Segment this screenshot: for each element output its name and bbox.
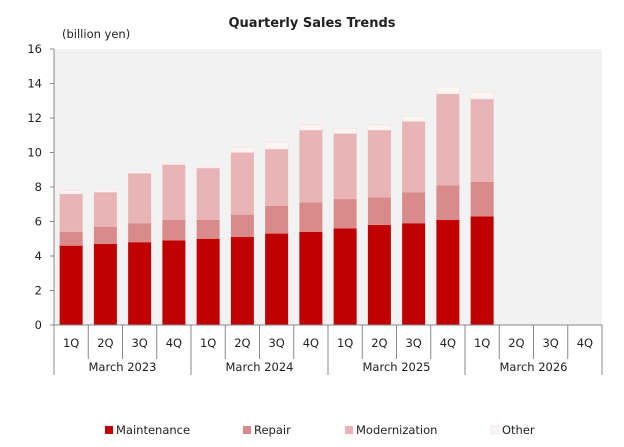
legend-label-maintenance: Maintenance [116, 423, 190, 437]
bar-modernization-9 [333, 133, 357, 200]
bar-repair-12 [436, 185, 460, 220]
bar-other-13 [470, 91, 494, 100]
y-tick-label: 2 [35, 284, 42, 298]
legend-label-modernization: Modernization [356, 423, 437, 437]
bar-maintenance-6 [230, 237, 254, 325]
legend-swatch-repair [243, 426, 251, 434]
bar-other-11 [401, 116, 426, 122]
bar-modernization-1 [59, 193, 83, 232]
x-tick-label: 3Q [131, 336, 147, 350]
bar-repair-8 [299, 202, 323, 232]
bar-modernization-10 [367, 130, 391, 198]
bar-modernization-3 [128, 173, 152, 224]
x-group-label: March 2025 [363, 360, 431, 374]
x-group-label: March 2023 [89, 360, 157, 374]
x-tick-label: 1Q [337, 336, 353, 350]
bar-modernization-12 [436, 93, 460, 186]
y-tick-label: 0 [35, 318, 42, 332]
bar-modernization-6 [230, 152, 254, 215]
x-tick-label: 1Q [63, 336, 79, 350]
bar-other-1 [59, 190, 83, 195]
bar-repair-4 [162, 219, 186, 241]
bar-other-9 [333, 128, 357, 134]
x-tick-label: 4Q [577, 336, 593, 350]
bar-other-12 [436, 86, 460, 95]
y-axis-unit-label: (billion yen) [62, 27, 130, 41]
x-group-label: March 2024 [226, 360, 294, 374]
x-tick-label: 2Q [234, 336, 250, 350]
y-tick-label: 12 [27, 111, 42, 125]
bar-repair-10 [367, 197, 391, 225]
bar-modernization-13 [470, 99, 494, 182]
bar-repair-1 [59, 231, 83, 246]
bar-maintenance-5 [196, 238, 220, 325]
bar-other-2 [93, 189, 118, 193]
legend-label-repair: Repair [254, 423, 291, 437]
bar-other-8 [299, 124, 323, 131]
x-tick-label: 3Q [542, 336, 558, 350]
bar-repair-5 [196, 219, 220, 239]
bar-other-7 [264, 141, 289, 150]
bar-other-3 [127, 170, 152, 174]
x-tick-label: 3Q [268, 336, 284, 350]
bar-repair-2 [93, 226, 117, 244]
bar-other-5 [196, 166, 220, 169]
bar-repair-9 [333, 199, 357, 229]
x-tick-label: 3Q [405, 336, 421, 350]
bar-other-6 [230, 147, 255, 153]
x-tick-label: 2Q [508, 336, 524, 350]
bar-maintenance-10 [367, 224, 391, 325]
bar-maintenance-7 [265, 233, 289, 325]
x-group-label: March 2026 [500, 360, 568, 374]
y-tick-label: 8 [35, 180, 42, 194]
bar-maintenance-13 [470, 216, 494, 325]
legend-label-other: Other [502, 423, 535, 437]
bar-repair-3 [128, 223, 152, 243]
x-tick-label: 4Q [440, 336, 456, 350]
bar-maintenance-3 [128, 242, 152, 325]
y-tick-label: 16 [27, 42, 42, 56]
bar-maintenance-9 [333, 228, 357, 325]
bar-maintenance-4 [162, 240, 186, 325]
legend-swatch-maintenance [105, 426, 113, 434]
bar-repair-11 [402, 192, 426, 224]
bar-repair-6 [230, 214, 254, 238]
legend: Maintenance Repair Modernization Other [105, 423, 535, 437]
bar-modernization-2 [93, 192, 117, 227]
bar-maintenance-12 [436, 219, 460, 325]
x-tick-label: 1Q [200, 336, 216, 350]
x-tick-label: 4Q [166, 336, 182, 350]
bar-maintenance-1 [59, 245, 83, 325]
x-tick-label: 2Q [97, 336, 113, 350]
y-tick-label: 6 [35, 215, 42, 229]
y-tick-label: 10 [27, 146, 42, 160]
bar-modernization-5 [196, 168, 220, 220]
y-tick-label: 4 [35, 249, 42, 263]
bar-modernization-8 [299, 130, 323, 203]
bar-other-10 [367, 124, 392, 131]
axes-layer: 0 2 4 6 8 10 12 14 16 1Q 2Q 3Q 4Q 1Q 2Q 3Q 4Q 1Q 2Q 3Q 4Q 1Q 2… [27, 42, 603, 375]
legend-swatch-other [490, 425, 500, 435]
bar-modernization-4 [162, 164, 186, 220]
x-tick-label: 4Q [303, 336, 319, 350]
bar-repair-13 [470, 181, 494, 217]
legend-swatch-modernization [345, 426, 353, 434]
chart-title: Quarterly Sales Trends [228, 16, 395, 31]
bar-repair-7 [265, 205, 289, 234]
x-tick-label: 1Q [474, 336, 490, 350]
x-tick-label: 2Q [371, 336, 387, 350]
bar-maintenance-11 [402, 223, 426, 325]
y-tick-label: 14 [27, 77, 42, 91]
bar-other-4 [162, 162, 186, 165]
bar-modernization-7 [265, 149, 289, 206]
bar-maintenance-2 [93, 243, 117, 325]
bar-modernization-11 [402, 121, 426, 193]
bar-maintenance-8 [299, 231, 323, 325]
bars-layer [59, 86, 494, 325]
